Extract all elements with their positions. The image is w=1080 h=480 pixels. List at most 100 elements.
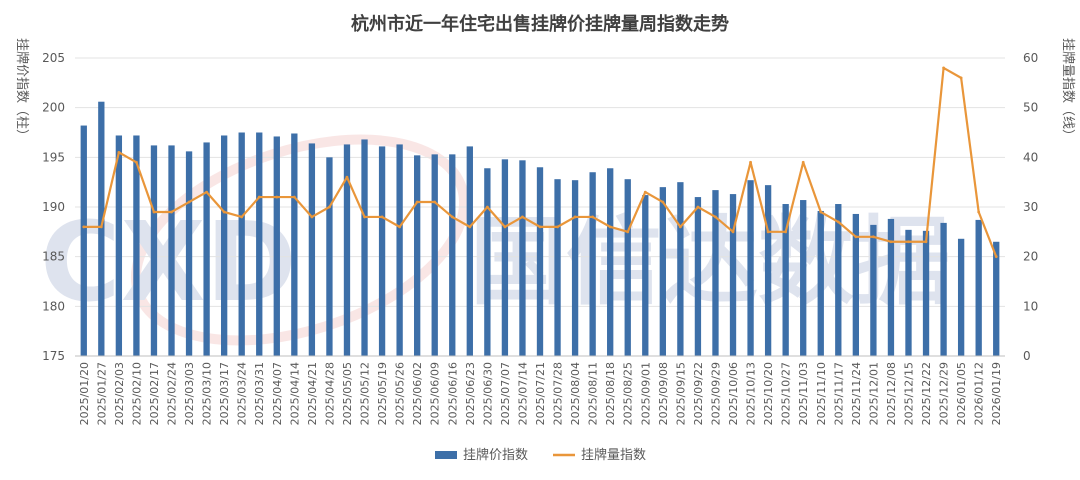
- price-index-bar: [957, 238, 965, 356]
- listing-volume-point: [784, 230, 788, 234]
- listing-volume-point: [82, 225, 86, 229]
- x-tick-label: 2025/10/20: [762, 362, 775, 425]
- y-left-tick-label: 180: [42, 299, 65, 313]
- y-right-tick-label: 50: [1023, 101, 1038, 115]
- price-index-bar: [396, 144, 403, 356]
- price-index-bar: [308, 143, 316, 356]
- x-tick-label: 2025/05/12: [359, 362, 372, 425]
- price-index-bar: [115, 135, 123, 356]
- legend-line-label: 挂牌量指数: [581, 447, 646, 463]
- listing-volume-point: [766, 230, 770, 234]
- x-tick-label: 2025/12/08: [885, 362, 898, 425]
- x-tick-label: 2025/05/19: [376, 362, 389, 425]
- x-tick-label: 2025/08/11: [587, 362, 600, 425]
- y-right-tick-label: 30: [1023, 200, 1038, 214]
- listing-volume-point: [117, 150, 121, 154]
- price-index-bar: [449, 154, 456, 356]
- price-index-bar: [940, 222, 947, 356]
- watermark: CXD 国信达数据: [40, 134, 950, 346]
- price-index-bar: [220, 135, 228, 356]
- price-index-bar: [554, 179, 561, 356]
- listing-volume-point: [275, 195, 279, 199]
- price-index-bar: [835, 204, 842, 356]
- listing-volume-point: [731, 230, 735, 234]
- x-tick-label: 2025/01/27: [95, 362, 108, 425]
- price-index-bar: [256, 132, 263, 356]
- x-tick-label: 2025/03/17: [218, 362, 231, 425]
- y-left-tick-label: 195: [42, 150, 65, 164]
- listing-volume-point: [573, 215, 577, 219]
- listing-volume-point: [433, 200, 437, 204]
- price-index-bar: [414, 155, 421, 356]
- price-index-bar: [993, 241, 1000, 356]
- x-tick-label: 2025/04/07: [271, 362, 284, 425]
- price-index-bar: [905, 229, 912, 356]
- x-tick-label: 2025/11/10: [815, 362, 828, 425]
- x-tick-label: 2025/12/15: [902, 362, 915, 425]
- listing-volume-point: [959, 76, 963, 80]
- y-left-tick-label: 200: [42, 101, 65, 115]
- price-index-bar: [922, 230, 930, 356]
- x-tick-label: 2025/06/23: [464, 362, 477, 425]
- price-index-bar: [694, 197, 702, 356]
- x-tick-label: 2025/06/02: [411, 362, 424, 425]
- price-index-bar: [343, 144, 351, 356]
- listing-volume-point: [696, 205, 700, 209]
- price-index-bar: [291, 133, 298, 356]
- listing-volume-point: [889, 240, 893, 244]
- listing-volume-point: [977, 210, 981, 214]
- x-tick-label: 2025/01/20: [78, 362, 91, 425]
- x-tick-label: 2025/02/24: [166, 362, 179, 425]
- price-index-bar: [571, 180, 579, 356]
- listing-volume-point: [398, 225, 402, 229]
- x-tick-label: 2025/09/29: [709, 362, 722, 425]
- price-index-bar: [80, 125, 87, 357]
- y-left-tick-label: 190: [42, 200, 65, 214]
- y-left-axis-title: 挂牌价指数（柱）: [14, 38, 30, 142]
- listing-volume-point: [836, 220, 840, 224]
- listing-volume-point: [591, 215, 595, 219]
- x-tick-label: 2025/04/21: [306, 362, 319, 425]
- listing-volume-point: [538, 225, 542, 229]
- listing-volume-point: [994, 255, 998, 259]
- listing-volume-point: [363, 215, 366, 219]
- listing-volume-point: [643, 190, 647, 194]
- y-right-tick-label: 0: [1023, 349, 1031, 363]
- listing-volume-point: [556, 225, 559, 229]
- price-index-bar: [642, 195, 649, 356]
- x-tick-label: 2025/05/26: [394, 362, 407, 425]
- watermark-brand: 国信达数据: [470, 206, 950, 318]
- x-tick-label: 2025/03/10: [201, 362, 214, 425]
- listing-volume-point: [678, 225, 682, 229]
- listing-volume-point: [450, 215, 454, 219]
- price-index-bar: [817, 210, 824, 356]
- price-index-bar: [133, 135, 140, 356]
- x-tick-label: 2025/12/01: [867, 362, 880, 425]
- x-tick-label: 2025/04/14: [288, 362, 301, 425]
- x-tick-label: 2025/09/01: [639, 362, 652, 425]
- price-index-bar: [168, 145, 175, 356]
- price-index-bar: [607, 168, 614, 356]
- x-tick-label: 2025/11/17: [832, 362, 845, 425]
- price-index-bar: [589, 172, 596, 356]
- listing-volume-point: [485, 205, 489, 209]
- x-tick-label: 2025/07/14: [516, 362, 529, 425]
- y-right-tick-label: 60: [1023, 51, 1038, 65]
- price-index-bar: [800, 200, 807, 356]
- y-right-axis-title: 挂牌量指数（线）: [1060, 38, 1076, 142]
- listing-volume-point: [222, 210, 226, 214]
- listing-volume-point: [135, 160, 138, 164]
- listing-volume-point: [240, 215, 244, 219]
- legend-bar-label: 挂牌价指数: [463, 447, 528, 463]
- x-tick-label: 2025/03/31: [253, 362, 266, 425]
- listing-volume-point: [749, 160, 752, 164]
- x-tick-label: 2025/02/10: [130, 362, 143, 425]
- listing-volume-point: [292, 195, 296, 199]
- y-right-tick-label: 40: [1023, 150, 1038, 164]
- price-index-bar: [536, 167, 544, 356]
- x-tick-label: 2025/11/24: [850, 362, 863, 425]
- x-tick-label: 2025/07/21: [534, 362, 547, 425]
- price-index-bar: [852, 213, 860, 356]
- x-tick-label: 2025/03/03: [183, 362, 196, 425]
